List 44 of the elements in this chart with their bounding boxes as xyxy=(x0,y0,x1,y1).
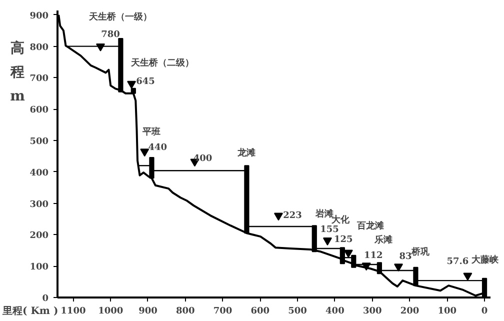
x-tick-label: 700 xyxy=(213,306,232,316)
annotation: 天生桥（一级） xyxy=(88,11,152,22)
x-tick-label: 800 xyxy=(176,306,195,316)
x-tick-label: 100 xyxy=(438,306,457,316)
y-tick-label: 400 xyxy=(30,168,49,178)
annotation: 桥巩 xyxy=(410,246,430,258)
annotation: 223 xyxy=(283,211,302,222)
y-tick-label: 900 xyxy=(30,11,49,22)
annotation: 龙滩 xyxy=(236,148,256,159)
x-tick-label: 500 xyxy=(288,306,307,316)
annotation: 780 xyxy=(101,30,120,40)
x-tick-label: 200 xyxy=(400,306,420,316)
annotation: 天生桥（二级） xyxy=(130,57,194,68)
annotation: 400 xyxy=(193,154,212,164)
annotation: 83 xyxy=(399,252,412,262)
y-tick-label: 0 xyxy=(42,294,49,304)
y-tick-label: 200 xyxy=(30,231,49,242)
x-tick-label: 400 xyxy=(326,306,344,316)
x-tick-label: 1000 xyxy=(98,306,124,316)
y-axis-title: 高程m xyxy=(10,40,26,104)
x-tick-label: 600 xyxy=(250,306,270,316)
annotation: 645 xyxy=(136,77,155,88)
annotation: 大藤峡 xyxy=(472,254,500,266)
x-tick-label: 1100 xyxy=(60,306,86,316)
annotation: 岩滩 xyxy=(314,208,334,220)
x-tick-label: 900 xyxy=(138,306,158,316)
annotation: 百龙滩 xyxy=(356,220,384,232)
annotation: 440 xyxy=(148,142,168,153)
annotation: 155 xyxy=(320,224,339,235)
y-tick-label: 100 xyxy=(30,262,49,273)
annotation: 乐滩 xyxy=(373,234,392,246)
x-tick-label: 0 xyxy=(481,306,488,316)
annotation: 112 xyxy=(364,250,383,261)
y-tick-label: 800 xyxy=(30,42,49,53)
y-tick-label: 300 xyxy=(30,200,49,210)
x-tick-label: 300 xyxy=(362,306,382,316)
annotation: 57.6 xyxy=(446,257,469,268)
y-tick-label: 600 xyxy=(30,106,49,116)
annotation: 125 xyxy=(334,235,353,246)
y-tick-label: 500 xyxy=(30,137,49,147)
annotation: 大化 xyxy=(331,214,350,226)
annotation: 平班 xyxy=(142,126,161,138)
x-axis-title: 里程( Km ) xyxy=(2,306,58,317)
y-tick-label: 700 xyxy=(30,74,49,84)
